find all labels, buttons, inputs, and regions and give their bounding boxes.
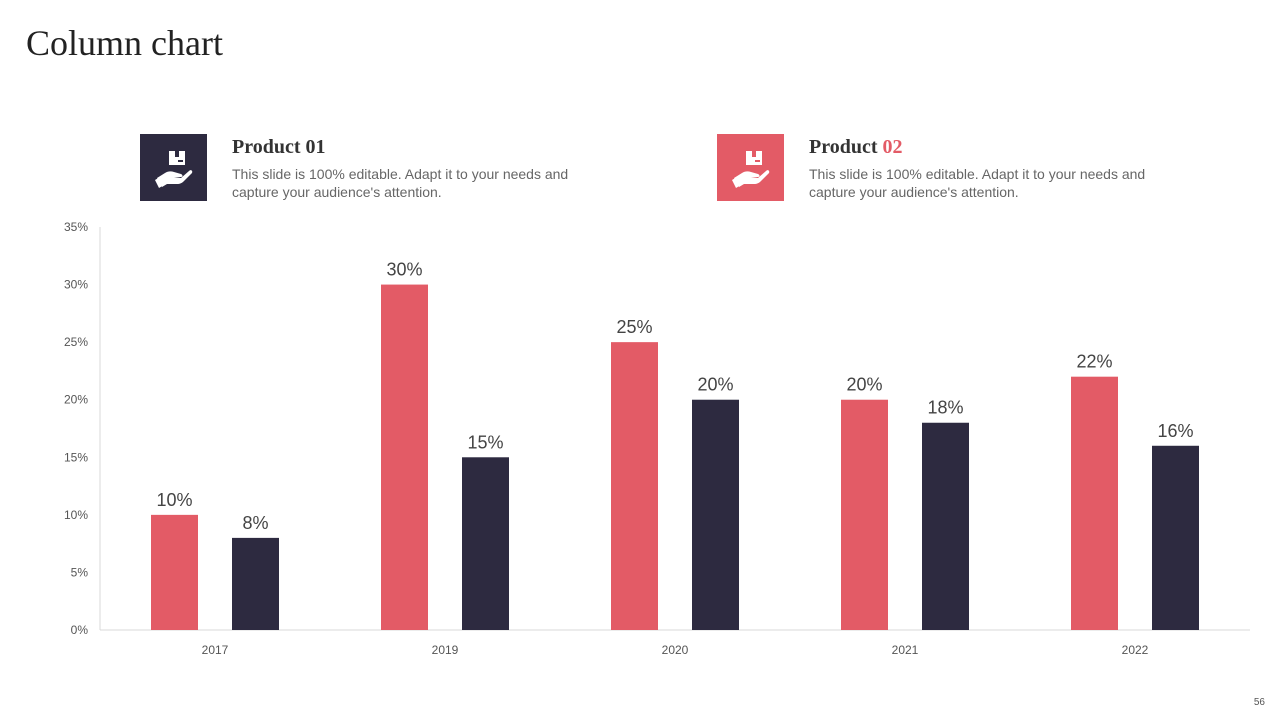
y-tick-label: 5% (71, 565, 89, 579)
data-label: 10% (156, 490, 192, 510)
x-tick-label: 2021 (892, 643, 919, 657)
page-title: Column chart (26, 23, 223, 63)
legend-text-01: Product 01 This slide is 100% editable. … (232, 134, 572, 201)
data-label: 8% (242, 513, 268, 533)
data-label: 18% (927, 398, 963, 418)
bar (151, 514, 198, 630)
x-tick-label: 2017 (202, 643, 229, 657)
data-label: 22% (1076, 352, 1112, 372)
hand-holding-box-icon (731, 150, 769, 188)
bar (1071, 376, 1118, 630)
legend-description-01: This slide is 100% editable. Adapt it to… (232, 166, 569, 200)
bar (232, 537, 279, 630)
legend-icon-box-02 (717, 134, 784, 201)
legend-title-number: 01 (305, 136, 326, 158)
legend-text-02: Product 02 This slide is 100% editable. … (809, 134, 1149, 201)
data-label: 16% (1157, 421, 1193, 441)
x-tick-label: 2022 (1122, 643, 1149, 657)
y-tick-label: 30% (64, 278, 88, 292)
legend-icon-box-01 (140, 134, 207, 201)
legend-title-number: 02 (882, 136, 903, 158)
x-tick-label: 2019 (432, 643, 459, 657)
x-tick-label: 2020 (662, 643, 689, 657)
bar (462, 457, 509, 630)
y-tick-label: 35% (64, 220, 88, 234)
y-tick-label: 20% (64, 393, 88, 407)
bar (922, 422, 969, 630)
legend-title-word: Product (232, 136, 301, 158)
y-tick-label: 25% (64, 335, 88, 349)
data-label: 15% (467, 432, 503, 452)
bar (692, 399, 739, 630)
bar (1152, 445, 1199, 630)
y-tick-label: 15% (64, 450, 88, 464)
y-tick-label: 0% (71, 623, 89, 637)
y-tick-label: 10% (64, 508, 88, 522)
data-label: 25% (616, 317, 652, 337)
data-label: 30% (386, 260, 422, 280)
data-label: 20% (697, 375, 733, 395)
bar (611, 342, 658, 630)
hand-holding-box-icon (154, 150, 192, 188)
legend-product-02: Product 02 This slide is 100% editable. … (717, 134, 1177, 202)
data-label: 20% (846, 375, 882, 395)
legend-description-02: This slide is 100% editable. Adapt it to… (809, 166, 1146, 200)
legend-product-01: Product 01 This slide is 100% editable. … (140, 134, 600, 202)
legend-title-01: Product 01 (232, 136, 572, 159)
bar (381, 284, 428, 630)
page-number: 56 (1253, 697, 1265, 708)
legend-title-word: Product (809, 136, 878, 158)
bar (841, 399, 888, 630)
legend-title-02: Product 02 (809, 136, 1149, 159)
